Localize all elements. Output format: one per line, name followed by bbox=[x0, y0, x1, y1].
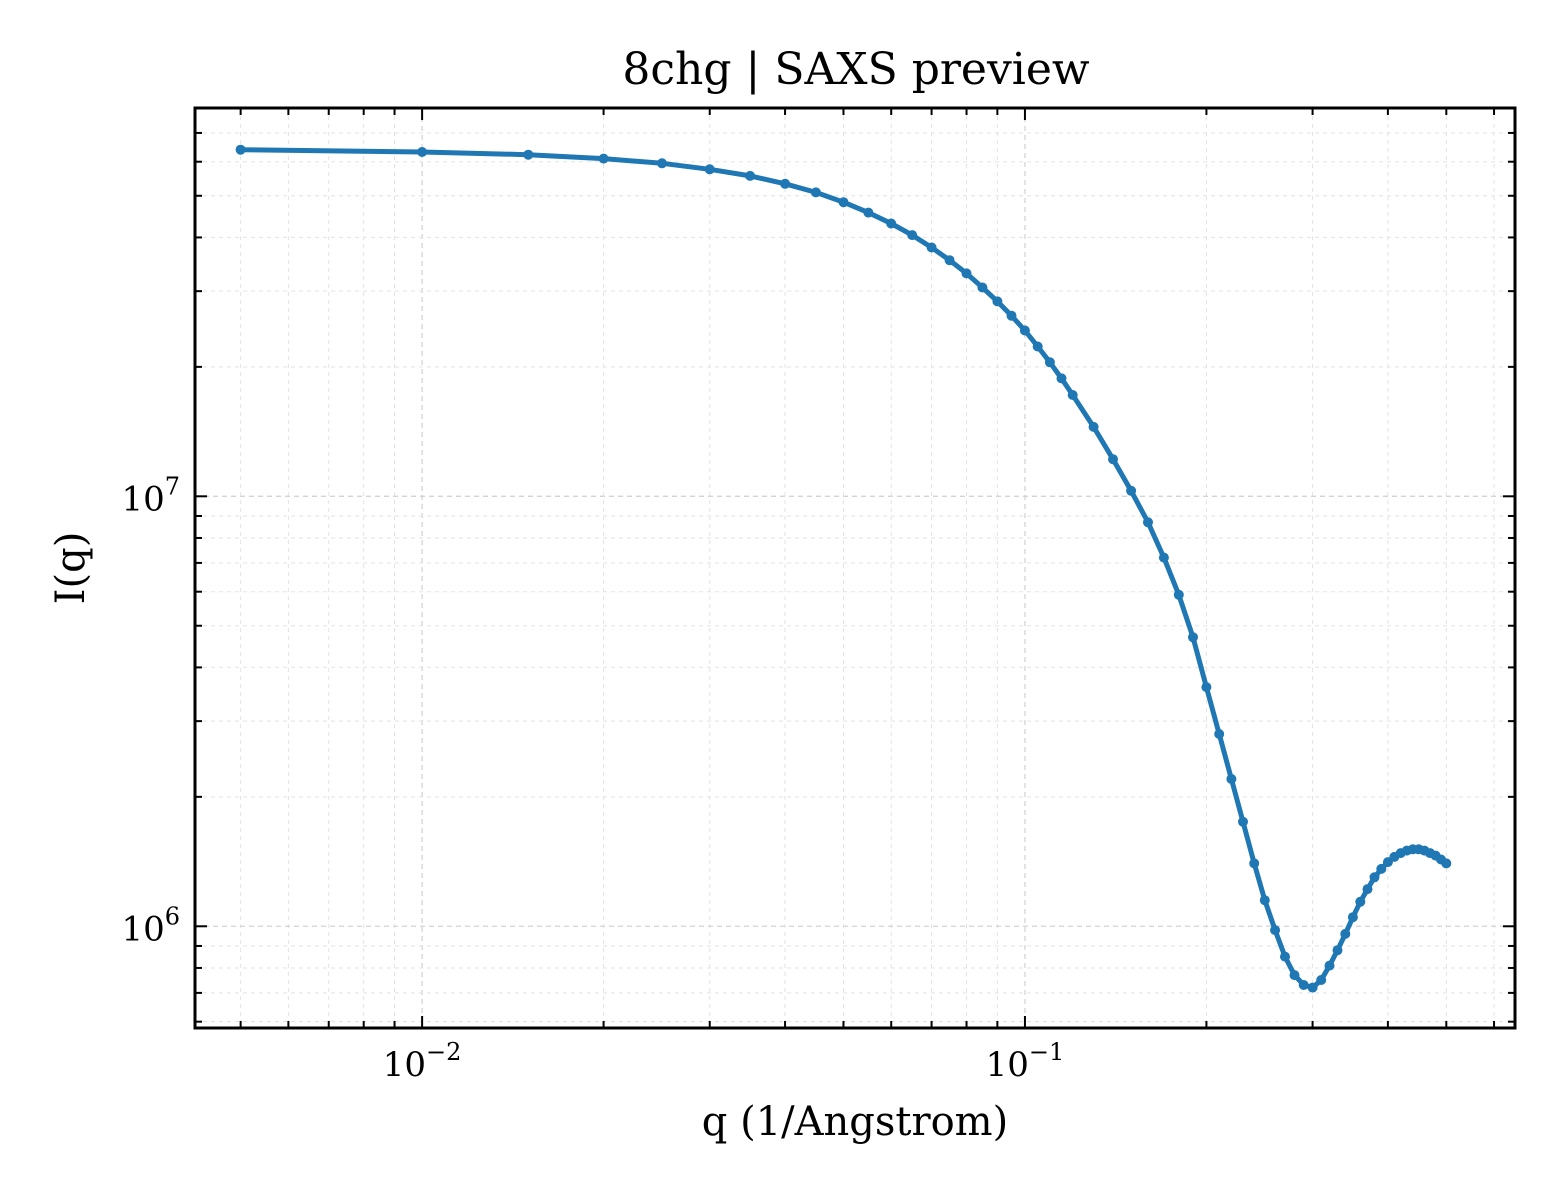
series-layer bbox=[235, 144, 1452, 993]
data-point bbox=[1143, 517, 1153, 528]
data-point bbox=[1259, 895, 1270, 906]
y-tick-label: 106 bbox=[121, 902, 180, 949]
data-point bbox=[944, 255, 955, 266]
data-point bbox=[1126, 485, 1137, 496]
data-point bbox=[1006, 310, 1017, 321]
data-point bbox=[1362, 884, 1373, 895]
data-point bbox=[961, 268, 972, 279]
data-point bbox=[523, 149, 534, 160]
data-point bbox=[1214, 729, 1225, 739]
data-point bbox=[810, 187, 821, 198]
data-point bbox=[886, 218, 897, 229]
data-point bbox=[907, 230, 918, 241]
x-tick-label: 10−1 bbox=[986, 1038, 1065, 1085]
data-point bbox=[1249, 858, 1260, 869]
data-point bbox=[1067, 390, 1078, 400]
data-point bbox=[1316, 975, 1327, 985]
data-point bbox=[1108, 454, 1118, 465]
data-point bbox=[1324, 960, 1335, 971]
data-point bbox=[235, 144, 246, 155]
data-point bbox=[598, 153, 609, 164]
data-point bbox=[1369, 872, 1380, 883]
data-point bbox=[704, 164, 715, 175]
data-point bbox=[1340, 928, 1351, 939]
data-point bbox=[780, 178, 791, 189]
data-point bbox=[1347, 912, 1358, 923]
data-point bbox=[745, 170, 756, 181]
data-point bbox=[863, 207, 874, 218]
data-point bbox=[1158, 552, 1169, 563]
data-point bbox=[1441, 858, 1452, 869]
data-point bbox=[1088, 421, 1099, 432]
data-point bbox=[1044, 357, 1055, 368]
data-point bbox=[992, 296, 1003, 307]
data-point bbox=[1173, 589, 1184, 600]
data-point bbox=[1201, 682, 1212, 693]
tick-layer: 10−2 10−1 106 107 bbox=[121, 107, 1515, 1085]
grid-layer bbox=[195, 107, 1515, 1028]
data-point bbox=[1238, 816, 1248, 827]
data-point bbox=[1032, 341, 1043, 352]
data-point bbox=[417, 147, 428, 157]
data-point bbox=[1376, 863, 1387, 874]
data-point bbox=[1226, 774, 1237, 784]
x-tick-label: 10−2 bbox=[383, 1038, 462, 1085]
plot-frame bbox=[193, 106, 1517, 1030]
chart-title: 8chg | SAXS preview bbox=[622, 44, 1090, 95]
x-axis-label: q (1/Angstrom) bbox=[702, 1099, 1008, 1145]
data-point bbox=[1355, 896, 1366, 907]
data-point bbox=[1056, 373, 1067, 384]
data-point bbox=[1298, 980, 1309, 990]
data-point bbox=[1289, 970, 1300, 981]
data-point bbox=[1270, 925, 1281, 936]
data-point bbox=[657, 158, 667, 169]
data-point bbox=[1307, 982, 1318, 993]
data-point bbox=[1332, 945, 1343, 956]
data-point bbox=[926, 242, 937, 253]
y-tick-label: 107 bbox=[121, 472, 180, 519]
data-point bbox=[838, 197, 849, 208]
data-point bbox=[1188, 632, 1198, 643]
y-axis-label: I(q) bbox=[48, 532, 94, 605]
data-point bbox=[1019, 325, 1030, 336]
data-point bbox=[977, 282, 988, 293]
data-point bbox=[1280, 951, 1290, 962]
